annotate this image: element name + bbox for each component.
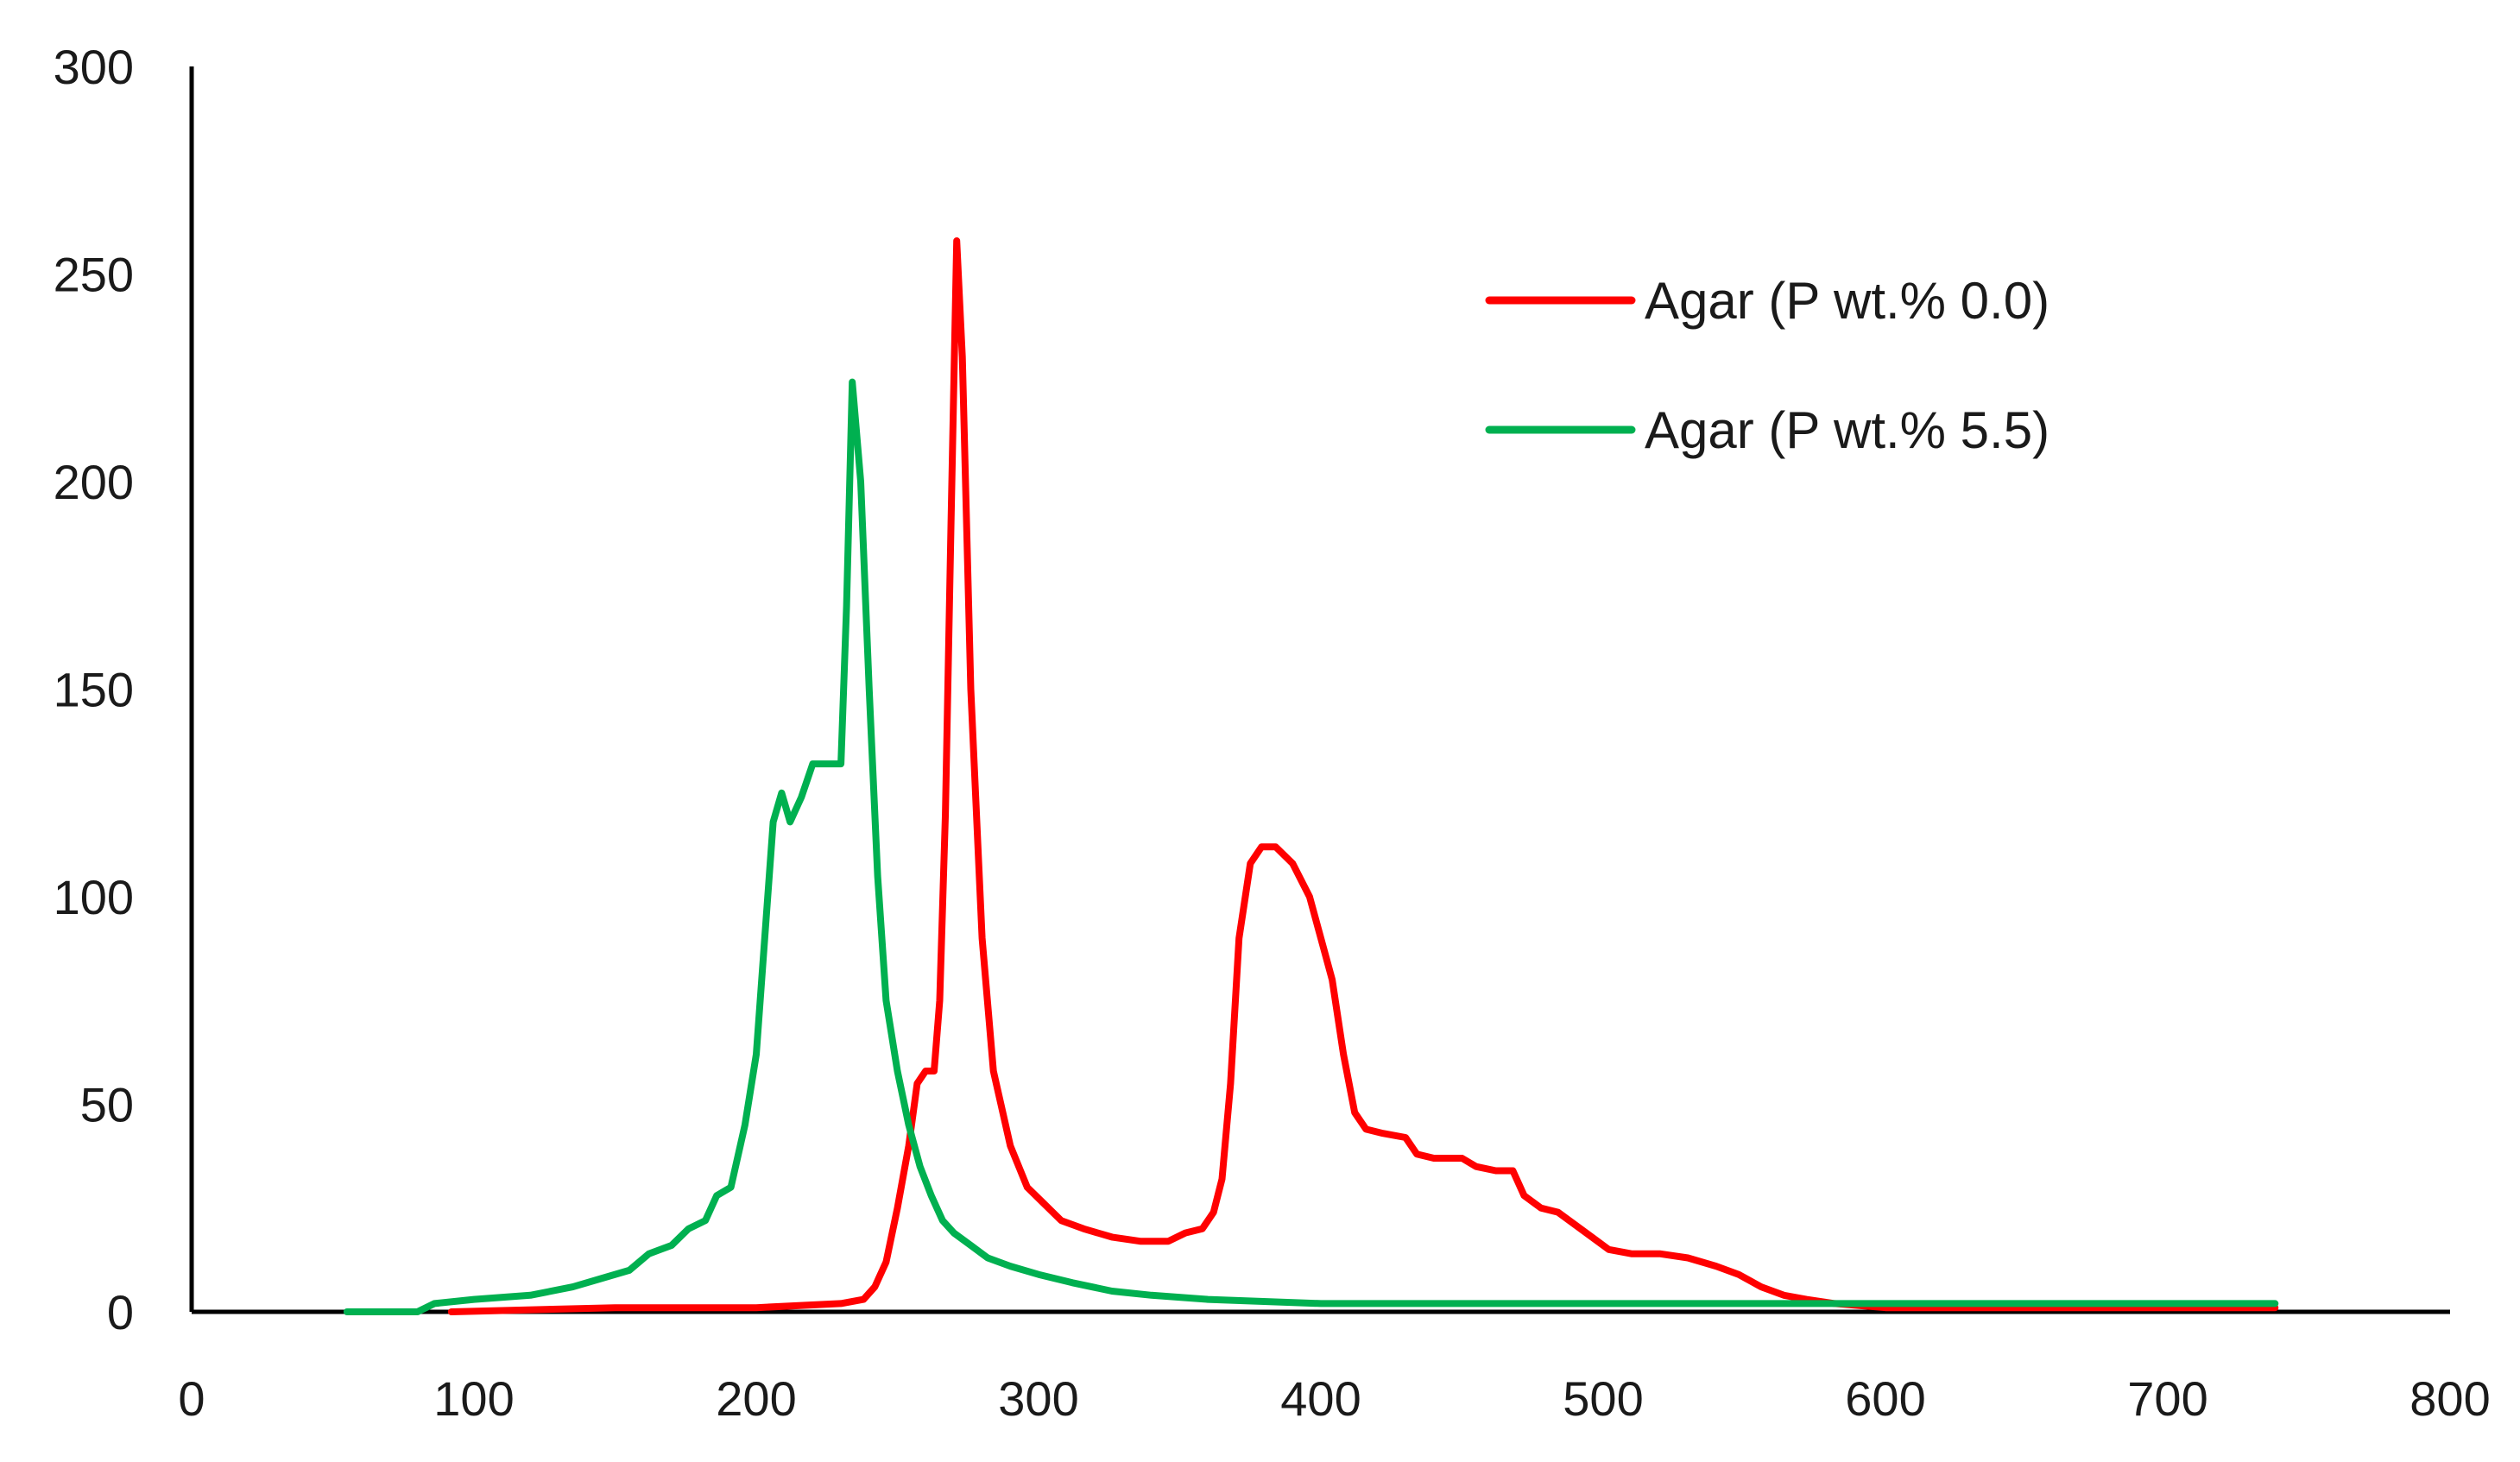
- x-tick-label: 0: [178, 1371, 205, 1426]
- series-line-agar-p-0-0: [447, 237, 2279, 1315]
- legend-label: Agar (P wt.% 0.0): [1645, 272, 2049, 330]
- y-axis-tick-labels: 0 50 100 150 200 250 300: [54, 40, 134, 1339]
- y-tick-label: 200: [54, 455, 134, 509]
- x-tick-label: 800: [2409, 1371, 2490, 1426]
- y-tick-label: 0: [107, 1285, 134, 1339]
- y-tick-label: 50: [80, 1078, 134, 1132]
- x-tick-label: 100: [433, 1371, 514, 1426]
- y-tick-label: 100: [54, 870, 134, 924]
- legend-label: Agar (P wt.% 5.5): [1645, 401, 2049, 459]
- legend: Agar (P wt.% 0.0) Agar (P wt.% 5.5): [1485, 272, 2049, 459]
- x-tick-label: 700: [2127, 1371, 2207, 1426]
- series-line-agar-p-5-5: [343, 378, 2279, 1315]
- x-tick-label: 400: [1280, 1371, 1361, 1426]
- y-tick-label: 300: [54, 40, 134, 94]
- x-tick-label: 500: [1563, 1371, 1643, 1426]
- y-tick-label: 150: [54, 663, 134, 717]
- axes: [189, 66, 2450, 1314]
- x-tick-label: 200: [716, 1371, 796, 1426]
- series-lines: [343, 237, 2279, 1315]
- x-axis-tick-labels: 0 100 200 300 400 500 600 700 800: [178, 1371, 2490, 1426]
- y-tick-label: 250: [54, 248, 134, 302]
- x-tick-label: 300: [998, 1371, 1078, 1426]
- x-tick-label: 600: [1845, 1371, 1925, 1426]
